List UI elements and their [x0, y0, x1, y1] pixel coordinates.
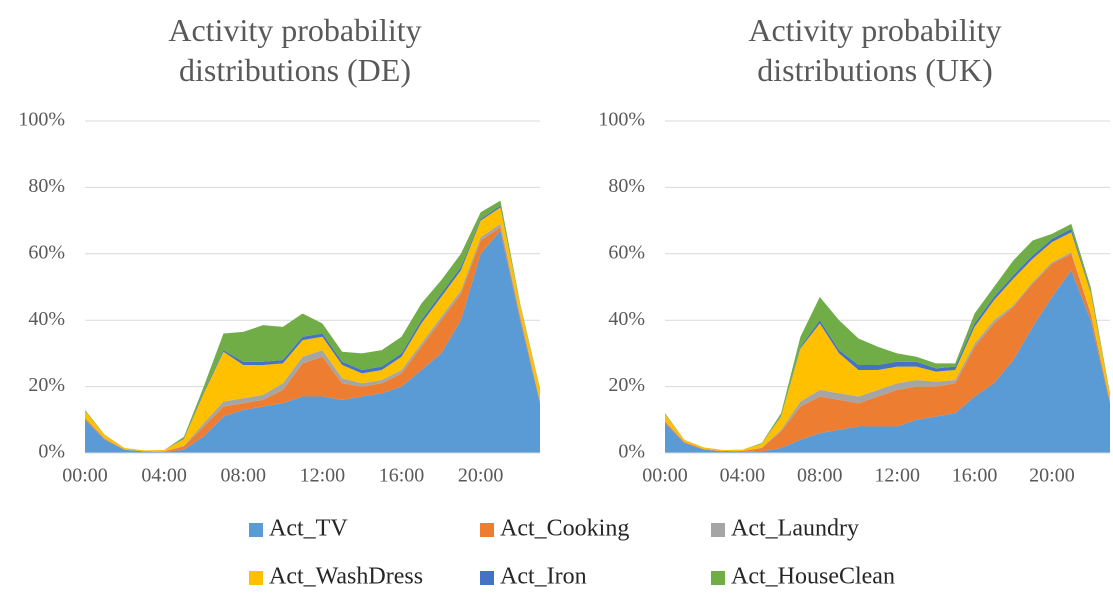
- y-tick-label: 0%: [38, 441, 65, 463]
- area: [665, 253, 1110, 452]
- x-tick-label: 04:00: [720, 465, 766, 487]
- x-tick-label: 00:00: [62, 465, 108, 487]
- legend-swatch: [480, 523, 494, 537]
- area: [85, 227, 540, 452]
- area: [665, 270, 1110, 453]
- area: [665, 232, 1110, 452]
- x-tick-label: 12:00: [300, 465, 346, 487]
- x-tick-label: 16:00: [379, 465, 425, 487]
- y-tick-label: 0%: [618, 441, 645, 463]
- area: [665, 223, 1110, 451]
- x-tick-label: 04:00: [141, 465, 187, 487]
- x-tick-label: 08:00: [220, 465, 266, 487]
- y-tick-label: 80%: [608, 175, 645, 197]
- legend-label: Act_WashDress: [269, 564, 423, 590]
- legend-label: Act_HouseClean: [731, 564, 895, 590]
- y-tick-label: 40%: [28, 308, 65, 330]
- x-tick-label: 16:00: [952, 465, 998, 487]
- x-tick-label: 12:00: [874, 465, 920, 487]
- y-tick-label: 20%: [608, 374, 645, 396]
- legend-label: Act_TV: [269, 516, 348, 542]
- y-tick-label: 60%: [28, 241, 65, 263]
- legend-swatch: [480, 571, 494, 585]
- y-tick-label: 60%: [608, 241, 645, 263]
- area: [85, 200, 540, 451]
- legend-swatch: [249, 571, 263, 585]
- chart-title: Activity probability distributions (UK): [748, 12, 1002, 88]
- legend-label: Act_Cooking: [500, 516, 629, 542]
- y-tick-label: 20%: [28, 374, 65, 396]
- legend-label: Act_Iron: [500, 564, 587, 590]
- x-tick-label: 20:00: [458, 465, 504, 487]
- legend-swatch: [249, 523, 263, 537]
- legend-label: Act_Laundry: [731, 516, 859, 542]
- legend-swatch: [711, 523, 725, 537]
- y-tick-label: 100%: [598, 109, 645, 131]
- x-tick-label: 00:00: [642, 465, 688, 487]
- y-tick-label: 40%: [608, 308, 645, 330]
- y-tick-label: 80%: [28, 175, 65, 197]
- area: [85, 230, 540, 453]
- chart-title: Activity probability distributions (DE): [168, 12, 422, 88]
- y-tick-label: 100%: [18, 109, 65, 131]
- legend-swatch: [711, 571, 725, 585]
- x-tick-label: 08:00: [797, 465, 843, 487]
- x-tick-label: 20:00: [1029, 465, 1075, 487]
